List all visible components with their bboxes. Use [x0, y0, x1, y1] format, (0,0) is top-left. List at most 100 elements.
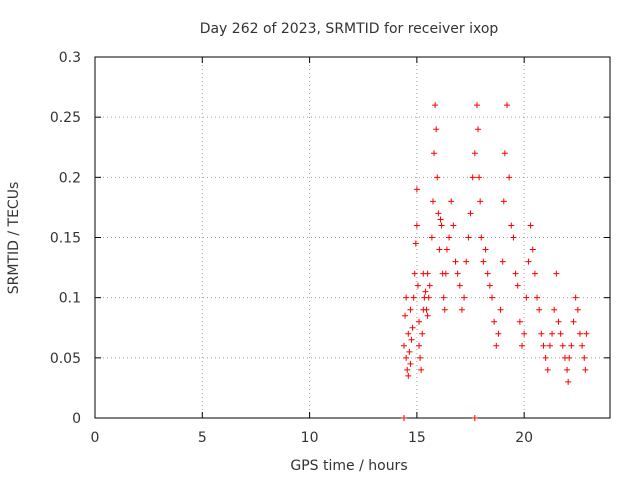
data-point: [452, 258, 459, 265]
x-tick-label: 20: [515, 430, 533, 446]
data-point: [495, 330, 502, 337]
data-point: [499, 258, 506, 265]
data-point: [484, 270, 491, 277]
data-point: [557, 330, 564, 337]
data-point: [500, 198, 507, 205]
data-point: [441, 306, 448, 313]
data-point: [418, 366, 425, 373]
data-point: [568, 342, 575, 349]
axis-ticks: 0 0.05 0.1 0.15 0.2 0.25 0.3 0 5 10 15 20: [50, 50, 610, 446]
data-point: [581, 354, 588, 361]
data-point: [493, 342, 500, 349]
data-point: [405, 330, 412, 337]
y-tick-label: 0.3: [59, 50, 81, 66]
data-point: [414, 282, 421, 289]
data-point: [407, 306, 414, 313]
data-point: [582, 366, 589, 373]
data-point: [409, 324, 416, 331]
y-tick-label: 0: [72, 411, 81, 427]
data-point: [540, 342, 547, 349]
data-point: [583, 330, 590, 337]
data-point: [434, 174, 441, 181]
data-point: [473, 102, 480, 109]
data-point: [454, 270, 461, 277]
data-point: [413, 186, 420, 193]
data-point: [480, 258, 487, 265]
data-point: [521, 330, 528, 337]
data-point: [416, 342, 423, 349]
data-point: [410, 294, 417, 301]
data-point: [403, 354, 410, 361]
data-point: [419, 330, 426, 337]
data-point: [482, 246, 489, 253]
data-point: [572, 294, 579, 301]
data-point: [426, 282, 433, 289]
data-point: [512, 270, 519, 277]
data-point: [443, 246, 450, 253]
data-point: [523, 294, 530, 301]
data-point: [579, 342, 586, 349]
data-point: [504, 102, 510, 109]
data-point: [544, 366, 551, 373]
data-point: [508, 222, 515, 229]
data-point: [555, 318, 562, 325]
data-point: [471, 415, 478, 421]
data-point: [551, 306, 558, 313]
data-point: [465, 234, 472, 241]
data-points: [401, 102, 590, 421]
data-point: [458, 306, 465, 313]
data-point: [566, 354, 573, 361]
data-point: [422, 288, 429, 295]
y-axis-label: SRMTID / TECUs: [6, 182, 22, 295]
data-point: [432, 102, 439, 109]
data-point: [437, 216, 444, 223]
data-point: [425, 294, 432, 301]
y-tick-label: 0.2: [59, 170, 81, 186]
data-point: [546, 342, 553, 349]
data-point: [435, 210, 442, 217]
data-point: [431, 150, 438, 157]
data-point: [574, 306, 581, 313]
data-point: [514, 282, 521, 289]
data-point: [440, 294, 447, 301]
chart-title: Day 262 of 2023, SRMTID for receiver ixo…: [200, 21, 499, 37]
data-point: [424, 312, 431, 319]
data-point: [565, 378, 572, 385]
data-point: [403, 294, 410, 301]
y-tick-label: 0.1: [59, 291, 81, 307]
data-point: [501, 150, 508, 157]
data-point: [436, 246, 443, 253]
data-point: [570, 318, 577, 325]
data-point: [564, 366, 571, 373]
data-point: [428, 234, 435, 241]
data-point: [471, 150, 478, 157]
grid-lines: [95, 57, 610, 418]
data-point: [506, 174, 513, 181]
x-tick-label: 15: [408, 430, 426, 446]
data-point: [576, 330, 583, 337]
data-point: [411, 270, 418, 277]
x-tick-label: 5: [198, 430, 207, 446]
data-point: [477, 198, 484, 205]
data-point: [438, 222, 445, 229]
data-point: [486, 282, 493, 289]
data-point: [456, 282, 463, 289]
data-point: [538, 330, 545, 337]
data-point: [488, 294, 495, 301]
y-tick-label: 0.15: [50, 231, 81, 247]
plot-frame: [94, 56, 611, 419]
data-point: [519, 342, 526, 349]
data-point: [416, 318, 423, 325]
data-point: [408, 336, 415, 343]
data-point: [423, 306, 430, 313]
data-point: [402, 312, 409, 319]
data-point: [401, 342, 407, 349]
data-point: [424, 270, 431, 277]
data-point: [475, 126, 482, 133]
y-tick-label: 0.05: [50, 351, 81, 367]
data-point: [491, 318, 498, 325]
data-point: [412, 240, 419, 247]
x-tick-label: 10: [301, 430, 319, 446]
data-point: [429, 198, 436, 205]
